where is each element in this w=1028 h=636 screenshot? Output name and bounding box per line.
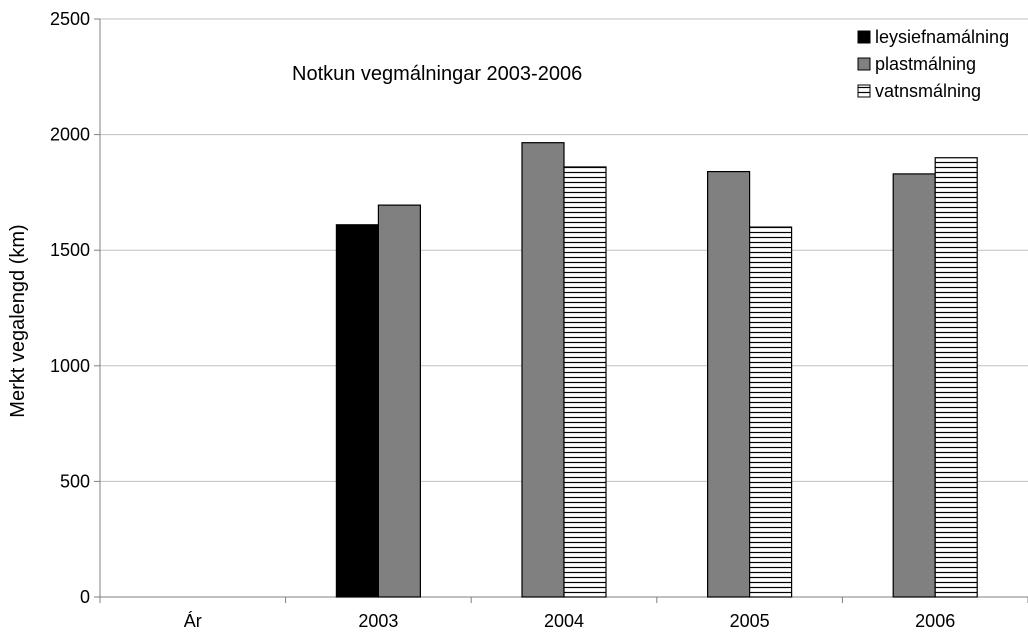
x-tick-label: Ár [184, 611, 202, 631]
y-tick-label: 500 [60, 471, 90, 491]
y-tick-label: 1500 [50, 240, 90, 260]
bar [892, 173, 936, 598]
tick-labels: 0 500 1000 1500 2000 2500 Ár 2003 2004 2005 2006 [50, 9, 955, 631]
y-axis-label: Merkt vegalengd (km) [7, 224, 29, 417]
bar [934, 157, 978, 598]
bars [335, 142, 978, 598]
legend-swatch [857, 84, 871, 98]
legend-label: leysiefnamálning [875, 27, 1009, 47]
y-tick-label: 1000 [50, 356, 90, 376]
x-tick-label: 2006 [915, 611, 955, 631]
x-tick-label: 2003 [358, 611, 398, 631]
legend: leysiefnamálning plastmálning vatnsmálning [857, 27, 1009, 101]
bar [521, 142, 565, 598]
y-tick-label: 2000 [50, 125, 90, 145]
bar [748, 226, 793, 598]
y-tick-label: 0 [80, 587, 90, 607]
legend-swatch [857, 57, 871, 71]
y-tick-label: 2500 [50, 9, 90, 29]
bar [377, 204, 421, 598]
legend-label: plastmálning [875, 54, 976, 74]
chart-title: Notkun vegmálningar 2003-2006 [292, 63, 582, 85]
legend-swatch [857, 30, 871, 44]
x-tick-label: 2004 [544, 611, 584, 631]
bar [706, 170, 751, 598]
legend-label: vatnsmálning [875, 81, 981, 101]
x-tick-label: 2005 [730, 611, 770, 631]
bar [335, 224, 379, 598]
bar [563, 166, 607, 598]
